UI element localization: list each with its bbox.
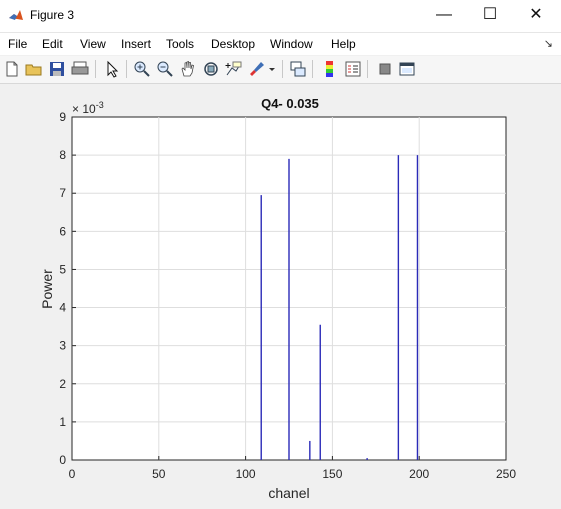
rotate-3d-icon[interactable] [201, 59, 221, 79]
brush-dropdown-icon[interactable] [266, 59, 278, 79]
x-tick-label: 100 [236, 467, 256, 481]
x-tick-label: 50 [152, 467, 166, 481]
data-cursor-icon[interactable] [224, 59, 244, 79]
menu-file[interactable]: File [8, 37, 28, 51]
y-tick-label: 4 [59, 301, 66, 315]
print-icon[interactable] [70, 59, 90, 79]
y-exponent-label: × 10-3 [72, 100, 104, 116]
open-file-icon[interactable] [24, 59, 44, 79]
menu-desktop[interactable]: Desktop [211, 37, 256, 51]
x-tick-label: 250 [496, 467, 516, 481]
pointer-icon[interactable] [102, 59, 122, 79]
zoom-in-icon[interactable] [132, 59, 152, 79]
menu-edit[interactable]: Edit [42, 37, 63, 51]
y-tick-label: 1 [59, 415, 66, 429]
matlab-logo-icon [9, 10, 23, 20]
y-tick-label: 8 [59, 148, 66, 162]
y-tick-label: 6 [59, 224, 66, 238]
y-axis-label: Power [39, 269, 55, 309]
colorbar-icon[interactable] [320, 59, 340, 79]
window-title: Figure 3 [30, 8, 75, 22]
link-plot-icon[interactable] [288, 59, 308, 79]
title-bar: Figure 3 — ☐ ✕ [0, 0, 561, 33]
figure-toolbar [0, 56, 561, 84]
figure-canvas: Q4- 0.035 × 10-3 0 50 100 150 200 250 0 1 2 3 4 5 6… [0, 84, 561, 504]
maximize-button[interactable]: ☐ [482, 6, 498, 23]
brush-icon[interactable] [247, 59, 267, 79]
y-tick-label: 0 [59, 453, 66, 467]
save-icon[interactable] [47, 59, 67, 79]
y-tick-label: 2 [59, 377, 66, 391]
hide-plot-tools-icon[interactable] [375, 59, 395, 79]
y-tick-labels: 0 1 2 3 4 5 6 7 8 9 [59, 110, 66, 467]
toolbar-separator [282, 60, 283, 78]
y-tick-label: 3 [59, 339, 66, 353]
y-tick-label: 9 [59, 110, 66, 124]
menu-bar: File Edit View Insert Tools Desktop Wind… [0, 33, 561, 55]
x-tick-label: 200 [409, 467, 429, 481]
chart: Q4- 0.035 × 10-3 0 50 100 150 200 250 0 1 2 3 4 5 6… [39, 96, 517, 501]
menu-tools[interactable]: Tools [166, 37, 195, 51]
x-axis-label: chanel [268, 485, 309, 501]
show-plot-tools-icon[interactable] [397, 59, 417, 79]
x-tick-label: 150 [322, 467, 342, 481]
menu-help[interactable]: Help [331, 37, 356, 51]
new-figure-icon[interactable] [2, 59, 22, 79]
toolbar-separator [312, 60, 313, 78]
chart-title: Q4- 0.035 [261, 96, 319, 111]
legend-icon[interactable] [343, 59, 363, 79]
x-tick-labels: 0 50 100 150 200 250 [69, 467, 517, 481]
y-tick-label: 5 [59, 262, 66, 276]
bar-series [260, 155, 419, 460]
pan-icon[interactable] [178, 59, 198, 79]
dock-arrow-icon[interactable]: ↘ [543, 38, 553, 50]
toolbar-separator [95, 60, 96, 78]
menu-window[interactable]: Window [270, 37, 313, 51]
y-tick-label: 7 [59, 186, 66, 200]
minimize-button[interactable]: — [436, 6, 452, 23]
toolbar-separator [367, 60, 368, 78]
menu-insert[interactable]: Insert [121, 37, 152, 51]
zoom-out-icon[interactable] [155, 59, 175, 79]
close-button[interactable]: ✕ [529, 6, 543, 23]
menu-view[interactable]: View [80, 37, 106, 51]
grid-lines [71, 116, 507, 461]
x-tick-label: 0 [69, 467, 76, 481]
toolbar-separator [126, 60, 127, 78]
